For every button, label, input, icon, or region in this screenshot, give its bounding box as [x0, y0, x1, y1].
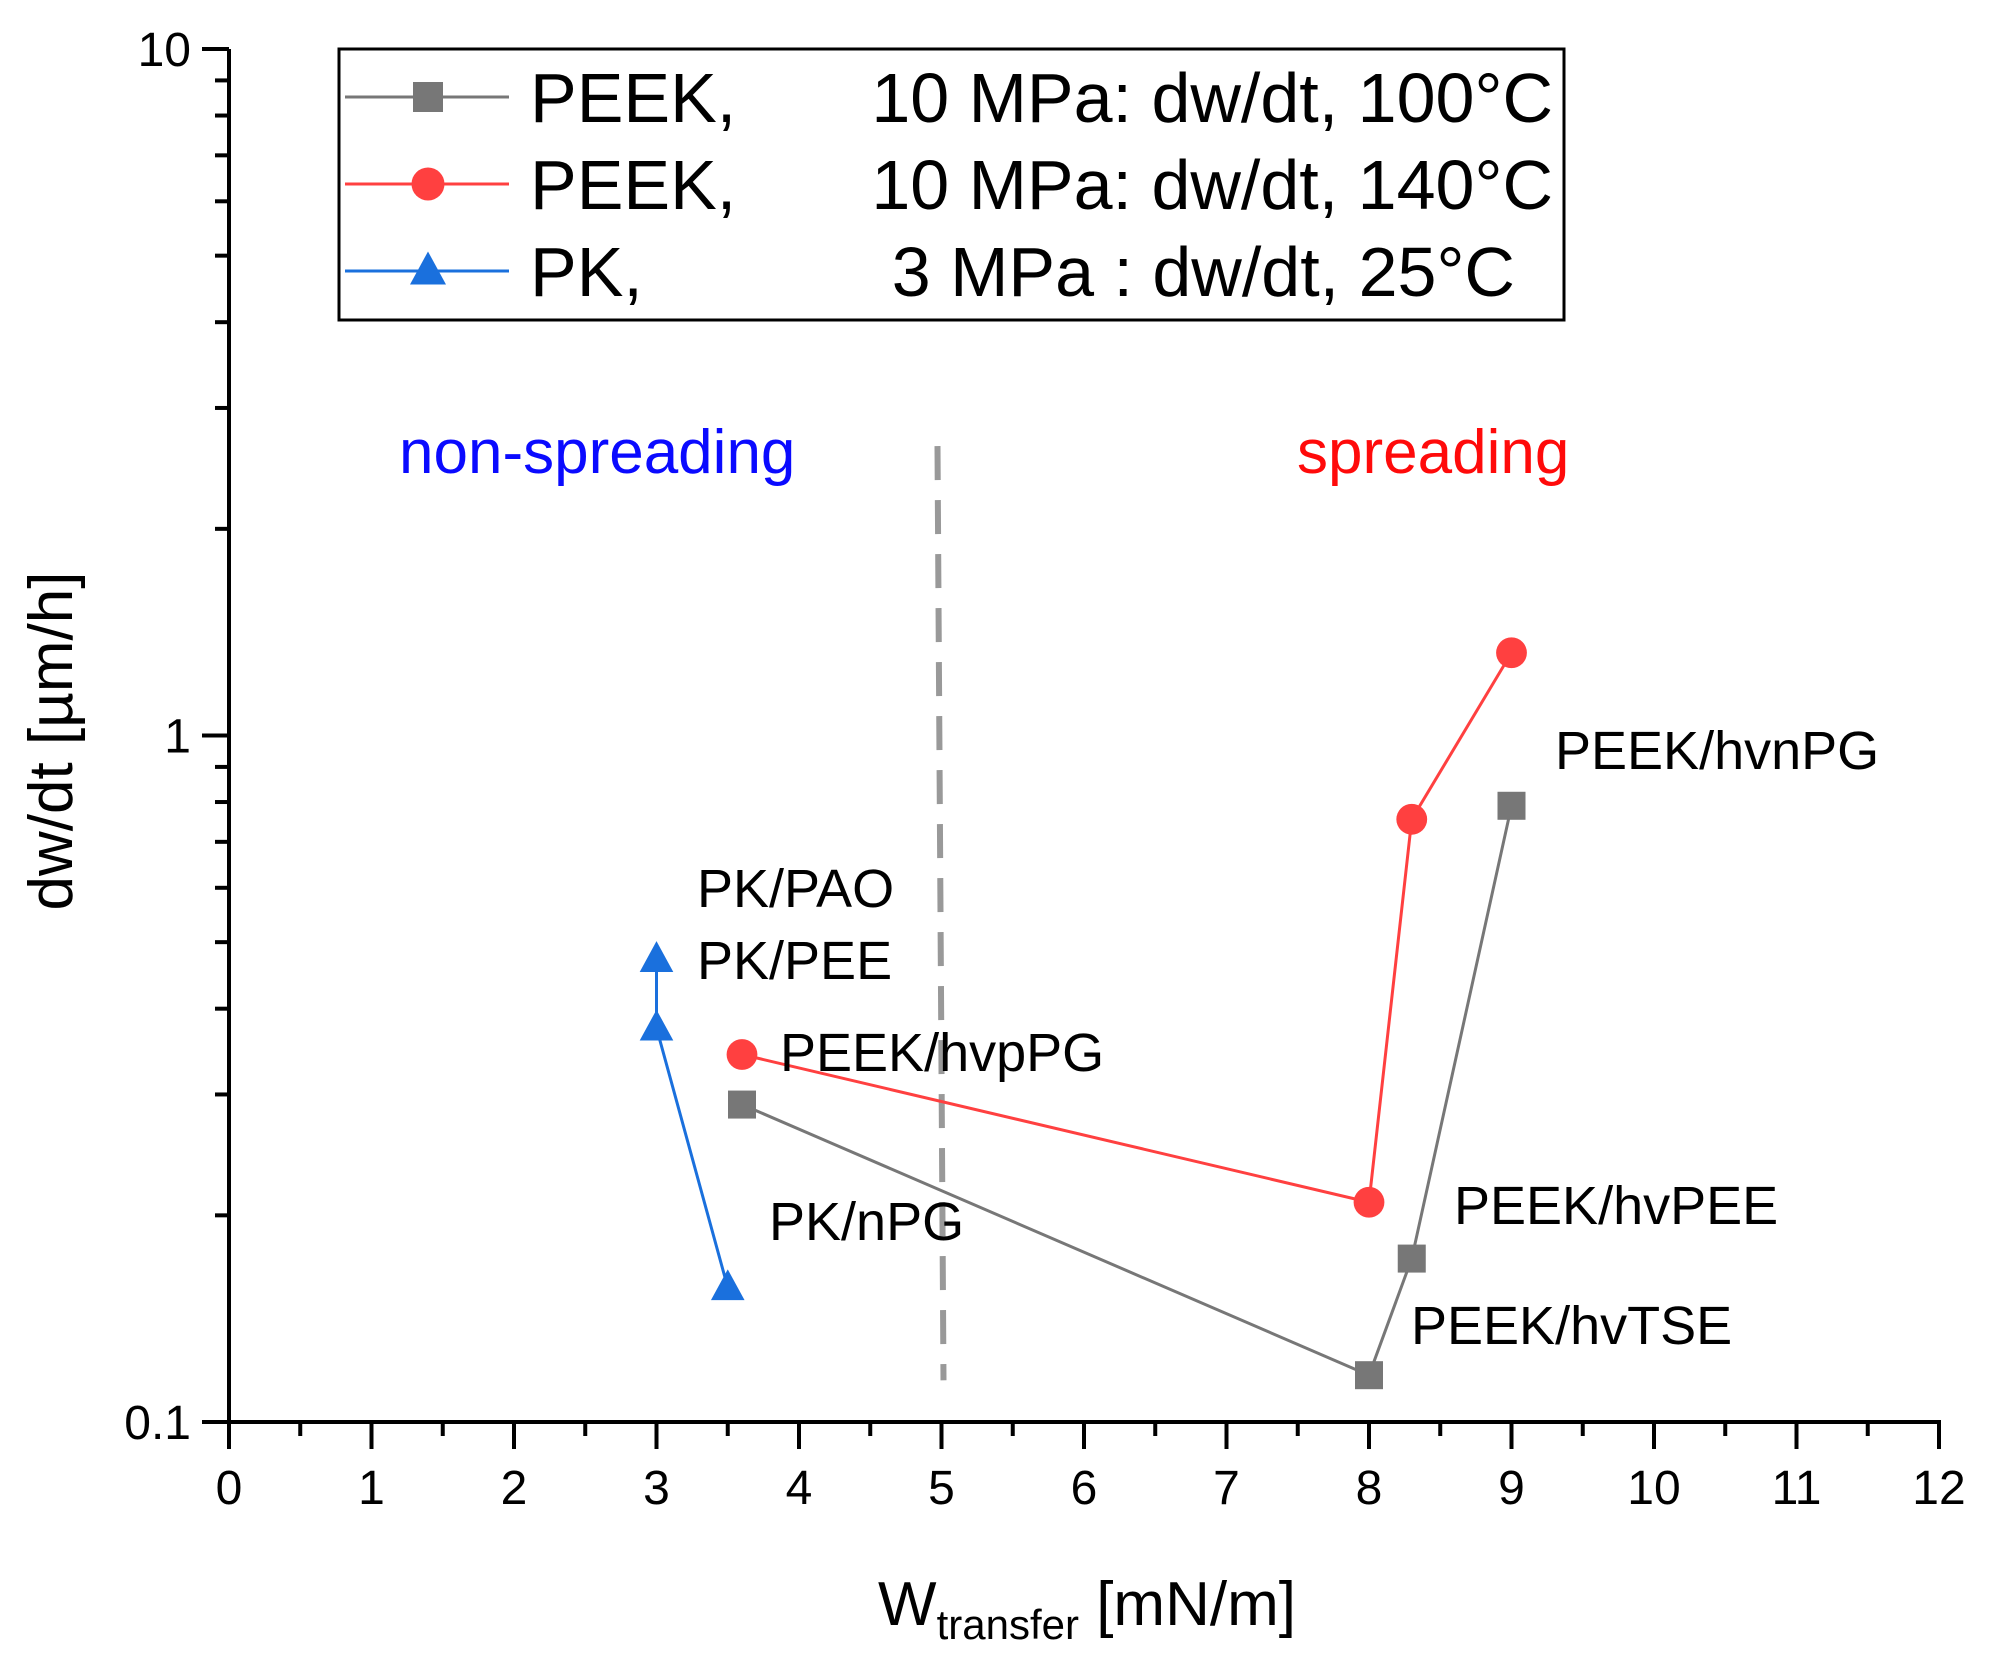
annotation: PEEK/hvTSE: [1411, 1296, 1732, 1356]
divider-line: [934, 446, 947, 1381]
x-tick-label: 11: [1772, 1462, 1822, 1515]
region-label-spreading: spreading: [1297, 418, 1569, 487]
data-point-triangle: [710, 1269, 745, 1301]
x-axis-title-sub: transfer: [937, 1601, 1079, 1648]
y-tick-label: 10: [138, 24, 191, 77]
x-tick-label: 10: [1627, 1462, 1680, 1515]
legend-markers: [345, 82, 509, 285]
x-tick-label: 5: [928, 1462, 955, 1515]
legend-box: [337, 47, 1566, 322]
legend-label: PEEK,: [530, 59, 736, 137]
series-square: [728, 791, 1526, 1390]
annotation: PEEK/hvPEE: [1454, 1176, 1778, 1236]
x-tick-label: 8: [1356, 1462, 1383, 1515]
data-point-square: [413, 82, 443, 112]
x-tick-label: 6: [1071, 1462, 1098, 1515]
data-point-triangle: [410, 251, 446, 285]
data-point-triangle: [639, 941, 674, 972]
divider: [934, 446, 947, 1381]
series-group: [639, 637, 1527, 1390]
x-axis-title-unit: [mN/m]: [1079, 1570, 1296, 1639]
annotation: PK/nPG: [769, 1192, 964, 1252]
x-axis-title-main: W: [878, 1570, 937, 1639]
annotation: PEEK/hvnPG: [1555, 721, 1879, 781]
series-line: [741, 651, 1513, 1205]
data-point-circle: [1396, 803, 1428, 835]
series-circle: [726, 637, 1527, 1218]
legend-desc: 3 MPa : dw/dt, 25°C: [892, 233, 1515, 311]
x-tick-label: 1: [358, 1462, 385, 1515]
y-tick-label: 0.1: [124, 1397, 191, 1450]
data-point-square: [728, 1090, 756, 1119]
x-tick-label: 4: [786, 1462, 813, 1515]
data-point-square: [1497, 791, 1526, 820]
y-axis-title: dw/dt [µm/h]: [17, 572, 86, 911]
annotation: PK/PAO: [697, 859, 894, 919]
annotation: PK/PEE: [697, 931, 892, 991]
x-tick-label: 3: [643, 1462, 670, 1515]
data-point-circle: [1353, 1186, 1385, 1218]
legend: PEEK, 10 MPa: dw/dt, 100°C PEEK, 10 MPa:…: [337, 47, 1566, 322]
region-label-non-spreading: non-spreading: [399, 418, 795, 487]
x-tick-label: 12: [1912, 1462, 1965, 1515]
data-point-triangle: [639, 1009, 674, 1041]
annotation: PEEK/hvpPG: [780, 1023, 1104, 1083]
data-point-square: [1397, 1244, 1426, 1273]
data-point-circle: [726, 1039, 758, 1070]
legend-label: PEEK,: [530, 146, 736, 224]
data-point-circle: [1496, 637, 1527, 669]
x-tick-label: 2: [501, 1462, 528, 1515]
legend-desc: 10 MPa: dw/dt, 100°C: [871, 59, 1553, 137]
x-tick-label: 9: [1498, 1462, 1525, 1515]
y-tick-label: 1: [164, 711, 191, 764]
series-triangle: [639, 941, 745, 1301]
x-axis-title: Wtransfer [mN/m]: [878, 1570, 1296, 1648]
series-line: [655, 959, 730, 1288]
legend-desc: 10 MPa: dw/dt, 140°C: [871, 146, 1553, 224]
x-tick-label: 7: [1213, 1462, 1240, 1515]
x-tick-label: 0: [216, 1462, 243, 1515]
legend-label: PK,: [530, 233, 643, 311]
series-line: [741, 805, 1513, 1378]
data-point-square: [1355, 1361, 1383, 1390]
data-point-circle: [411, 167, 445, 201]
